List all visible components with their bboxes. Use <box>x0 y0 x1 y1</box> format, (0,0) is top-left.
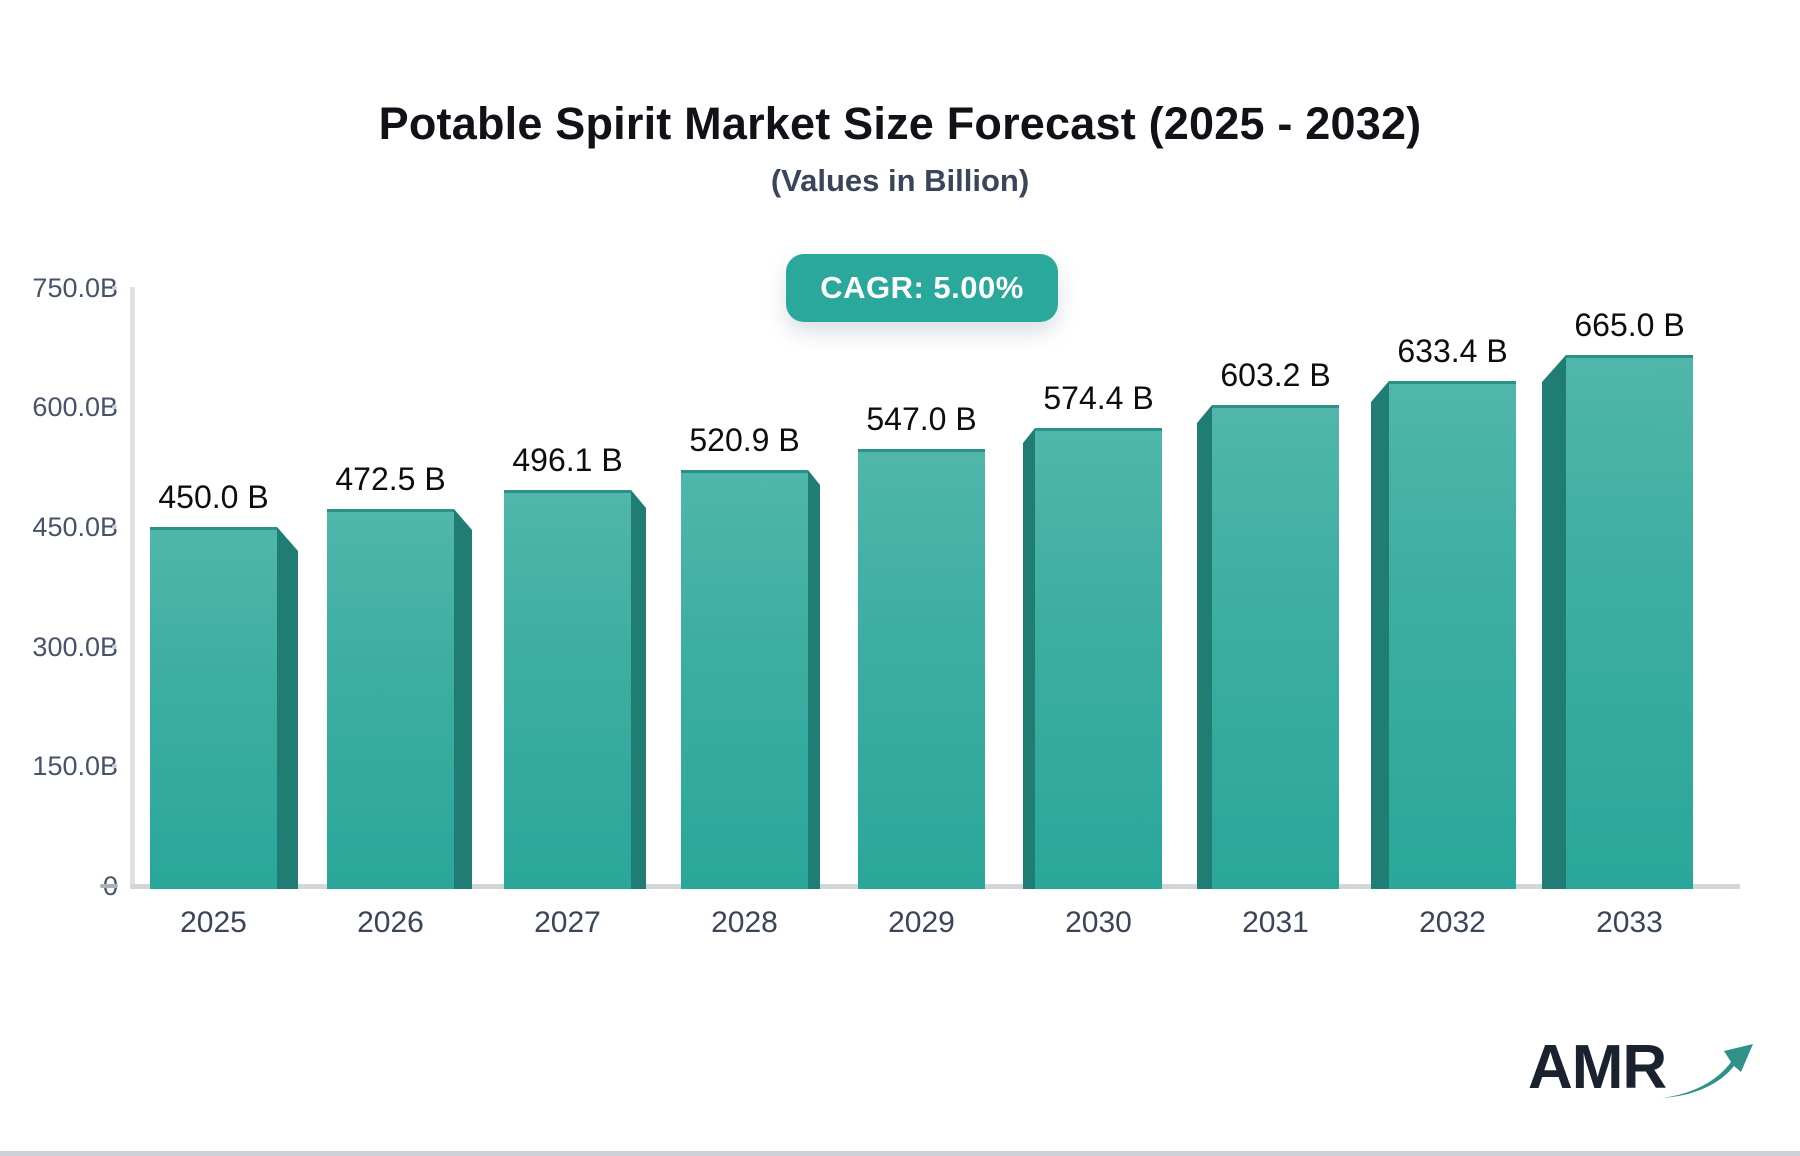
bar-value-label-2029: 547.0 B <box>866 401 977 437</box>
bar-value-label-2026: 472.5 B <box>335 461 446 497</box>
x-tick-label-2030: 2030 <box>1065 906 1132 939</box>
bar-2032 <box>1389 381 1516 889</box>
y-tick-mark-450 <box>112 524 117 529</box>
bar-side-2031 <box>1197 405 1212 889</box>
bar-2031 <box>1212 405 1339 889</box>
x-tick-label-2033: 2033 <box>1596 906 1663 939</box>
bar-2033 <box>1566 355 1693 889</box>
amr-logo: AMR <box>1528 1026 1768 1116</box>
x-tick-label-2026: 2026 <box>357 906 424 939</box>
bar-value-label-2032: 633.4 B <box>1397 333 1508 369</box>
x-tick-label-2031: 2031 <box>1242 906 1309 939</box>
bar-2029 <box>858 449 985 889</box>
bar-value-label-2025: 450.0 B <box>158 479 269 515</box>
x-tick-label-2025: 2025 <box>180 906 247 939</box>
y-tick-label-600: 600.0B <box>32 392 118 423</box>
y-tick-label-300: 300.0B <box>32 631 118 662</box>
bar-2027 <box>504 490 631 889</box>
bar-side-2028 <box>808 470 820 889</box>
y-tick-mark-150 <box>112 764 117 769</box>
bar-2026 <box>327 509 454 889</box>
bar-value-label-2031: 603.2 B <box>1220 357 1331 393</box>
bar-side-2027 <box>631 490 646 889</box>
bar-2025 <box>150 527 277 889</box>
bar-2028 <box>681 470 808 889</box>
x-tick-label-2029: 2029 <box>888 906 955 939</box>
chart-subtitle: (Values in Billion) <box>770 163 1030 198</box>
y-axis-line <box>130 287 135 889</box>
x-tick-label-2032: 2032 <box>1419 906 1486 939</box>
bar-side-2025 <box>277 527 298 889</box>
chart-title: Potable Spirit Market Size Forecast (202… <box>378 98 1422 149</box>
bar-value-label-2033: 665.0 B <box>1574 307 1685 343</box>
bar-value-label-2027: 496.1 B <box>512 442 623 478</box>
y-tick-label-450: 450.0B <box>32 511 118 542</box>
bottom-edge-strip <box>0 1151 1800 1156</box>
bar-side-2030 <box>1023 428 1035 889</box>
bar-value-label-2028: 520.9 B <box>689 422 800 458</box>
y-tick-label-750: 750.0B <box>32 272 118 303</box>
bar-side-2032 <box>1371 381 1389 889</box>
cagr-badge: CAGR: 5.00% <box>786 254 1058 322</box>
y-tick-mark-0 <box>100 884 118 888</box>
y-tick-mark-600 <box>112 405 117 410</box>
y-tick-mark-300 <box>112 644 117 649</box>
growth-arrow-icon <box>1662 1044 1753 1098</box>
x-tick-label-2028: 2028 <box>711 906 778 939</box>
y-tick-label-150: 150.0B <box>32 751 118 782</box>
bar-side-2026 <box>454 509 472 889</box>
bar-2030 <box>1035 428 1162 889</box>
y-tick-mark-750 <box>112 285 117 290</box>
bar-side-2033 <box>1542 355 1566 889</box>
x-tick-label-2027: 2027 <box>534 906 601 939</box>
bar-value-label-2030: 574.4 B <box>1043 380 1154 416</box>
amr-logo-text: AMR <box>1528 1033 1667 1102</box>
